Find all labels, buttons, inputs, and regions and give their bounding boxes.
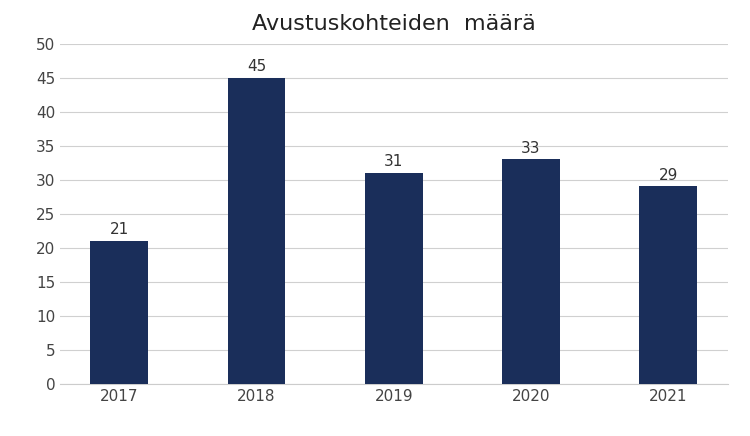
Text: 31: 31 [384, 154, 404, 170]
Bar [365, 173, 422, 384]
Text: 29: 29 [658, 168, 678, 183]
Text: 21: 21 [110, 222, 129, 238]
Title: Avustuskohteiden  määrä: Avustuskohteiden määrä [252, 14, 536, 34]
Text: 45: 45 [247, 59, 266, 74]
Text: 33: 33 [521, 141, 541, 156]
Bar [90, 241, 148, 384]
Bar [503, 159, 560, 384]
Bar [228, 78, 285, 384]
Bar [640, 187, 698, 384]
